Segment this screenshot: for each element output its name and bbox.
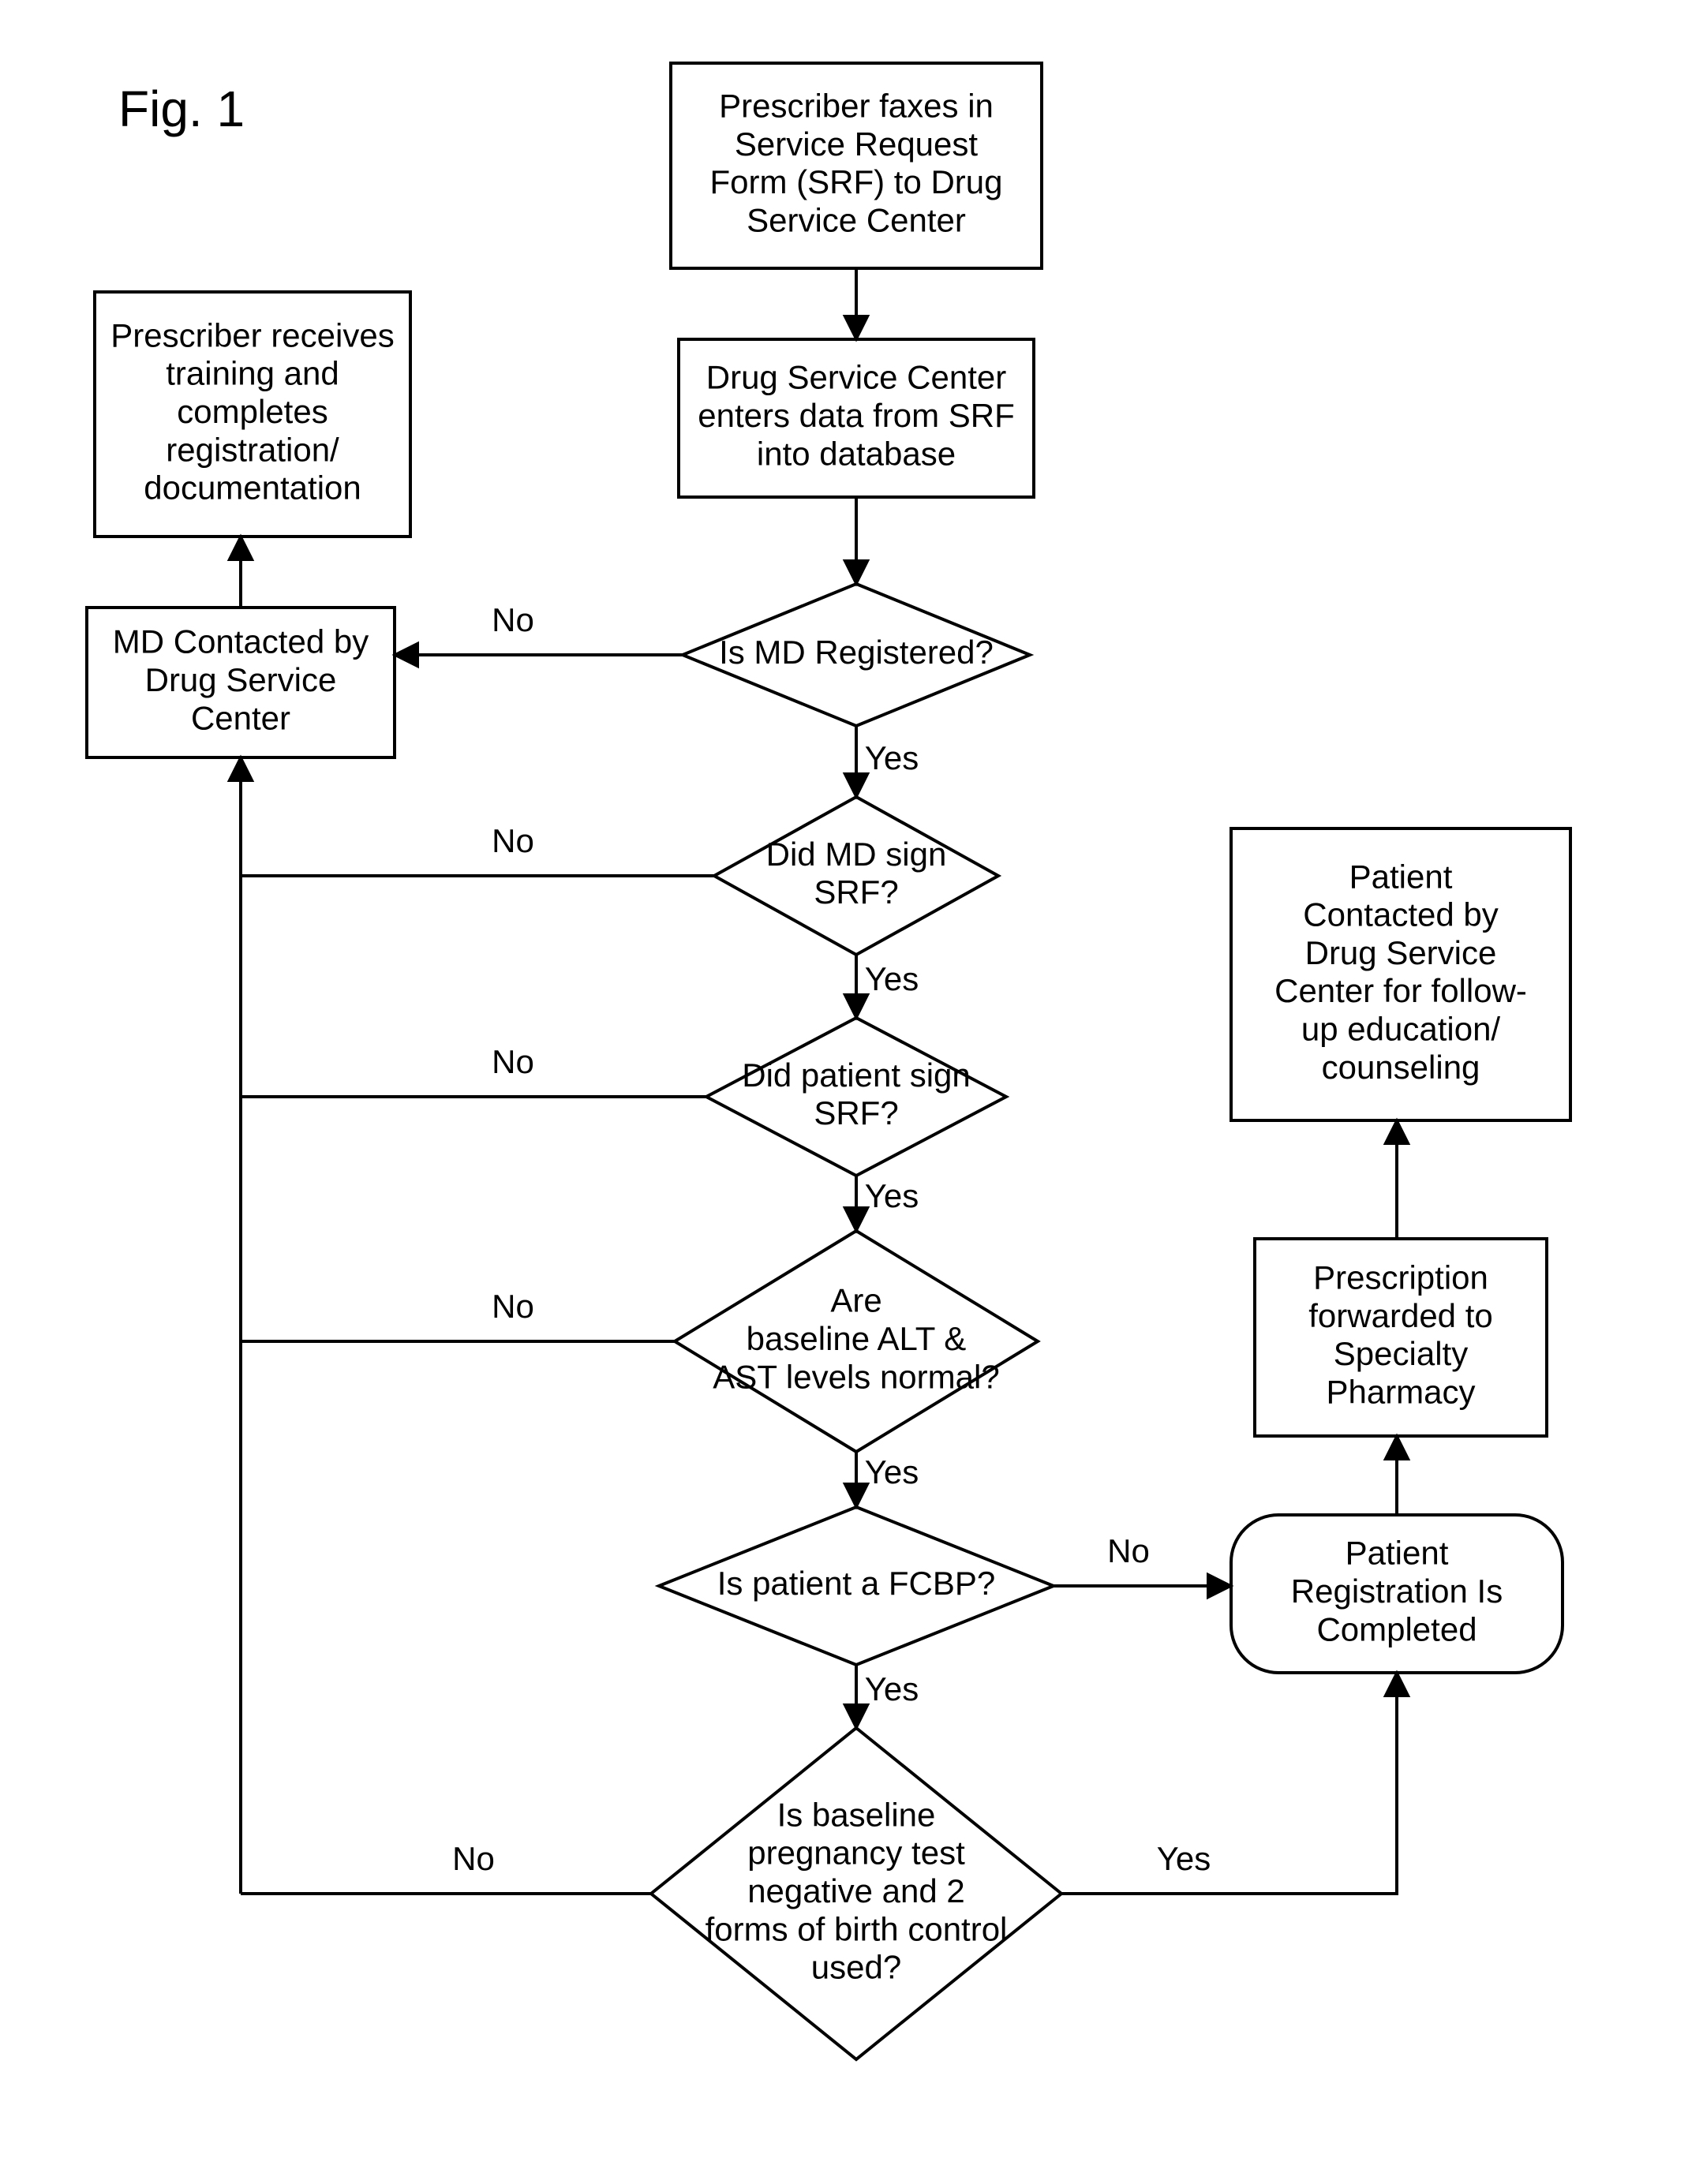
n_complete-label: PatientRegistration IsCompleted (1291, 1535, 1503, 1648)
figure-label: Fig. 1 (118, 80, 245, 137)
edge-9-label: No (492, 1288, 534, 1325)
n_d2-label: Did MD signSRF? (766, 836, 947, 911)
n_d3-label: Did patient signSRF? (742, 1056, 971, 1131)
edge-11-label: No (1107, 1532, 1150, 1569)
n_d4-label: Arebaseline ALT &AST levels normal? (713, 1282, 999, 1396)
edge-2-label: No (492, 601, 534, 638)
n_contact_md-label: MD Contacted byDrug ServiceCenter (113, 623, 369, 737)
n_d6-label: Is baselinepregnancy testnegative and 2f… (706, 1796, 1008, 1985)
edge-8-label: Yes (865, 1177, 919, 1214)
n_d5-label: Is patient a FCBP? (717, 1565, 996, 1602)
edge-14-label: Yes (1157, 1840, 1211, 1877)
edge-7-label: No (492, 1043, 534, 1080)
edge-4-label: Yes (865, 739, 919, 776)
edge-14 (1061, 1673, 1397, 1894)
edge-5-label: No (492, 822, 534, 859)
n_d1-label: Is MD Registered? (719, 634, 994, 671)
n_db-label: Drug Service Centerenters data from SRFi… (698, 359, 1014, 473)
n_training-label: Prescriber receivestraining andcompletes… (110, 316, 394, 506)
edge-6-label: Yes (865, 960, 919, 997)
edge-10-label: Yes (865, 1453, 919, 1490)
edge-12-label: Yes (865, 1670, 919, 1707)
n_srf-label: Prescriber faxes inService RequestForm (… (709, 88, 1002, 239)
n_rx_fwd-label: Prescriptionforwarded toSpecialtyPharmac… (1308, 1259, 1492, 1411)
flowchart-canvas: No Yes No Yes No Yes No Yes No Yes No Yes Fig. 1 Pres… (0, 0, 1703, 2184)
n_patient_contact-label: PatientContacted byDrug ServiceCenter fo… (1274, 858, 1527, 1086)
edge-13-label: No (452, 1840, 495, 1877)
